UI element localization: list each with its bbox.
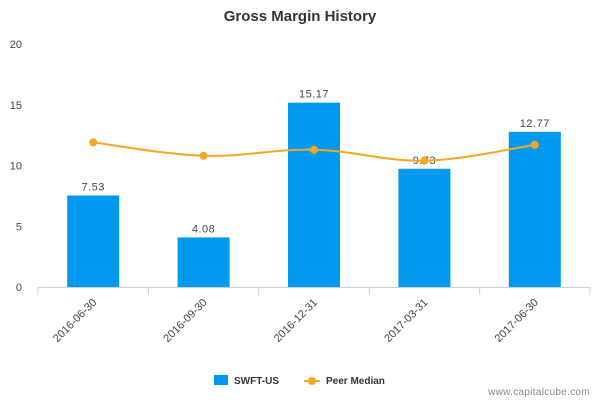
legend-swatch-swft-us [214,375,228,385]
bar-data-label: 4.08 [192,223,215,235]
legend-label-swft-us: SWFT-US [234,376,279,387]
bar [288,102,340,287]
y-tick-label: 10 [10,161,22,173]
y-tick-label: 20 [10,39,22,51]
peer-median-point [199,151,208,160]
bar-data-label: 15.17 [299,89,329,101]
bar [398,168,451,287]
peer-median-point [420,156,429,165]
y-axis: 0 5 10 15 20 [10,39,22,294]
y-tick-label: 0 [16,282,22,294]
peer-median-point [89,138,98,147]
x-tick-label: 2017-03-31 [382,297,430,345]
y-tick-label: 5 [16,221,22,233]
bar-data-label: 12.77 [520,118,550,130]
x-tick-label: 2016-12-31 [272,297,320,345]
bar [508,131,561,287]
y-tick-label: 15 [10,100,22,112]
bar [67,195,120,287]
line-series [89,138,539,165]
x-axis: 2016-06-30 2016-09-30 2016-12-31 2017-03-31… [37,287,591,345]
credit-text: www.capitalcube.com [487,387,590,398]
legend-swatch-peer-median-marker [308,377,316,385]
legend-label-peer-median: Peer Median [326,376,385,387]
legend: SWFT-US Peer Median [214,375,385,387]
x-tick-label: 2016-09-30 [161,297,209,345]
bar [177,237,230,287]
peer-median-point [530,140,539,149]
peer-median-point [310,145,318,154]
chart-title: Gross Margin History [224,8,377,25]
x-tick-label: 2017-06-30 [493,297,541,345]
bar-data-label: 7.53 [81,182,104,194]
x-tick-label: 2016-06-30 [51,297,99,345]
